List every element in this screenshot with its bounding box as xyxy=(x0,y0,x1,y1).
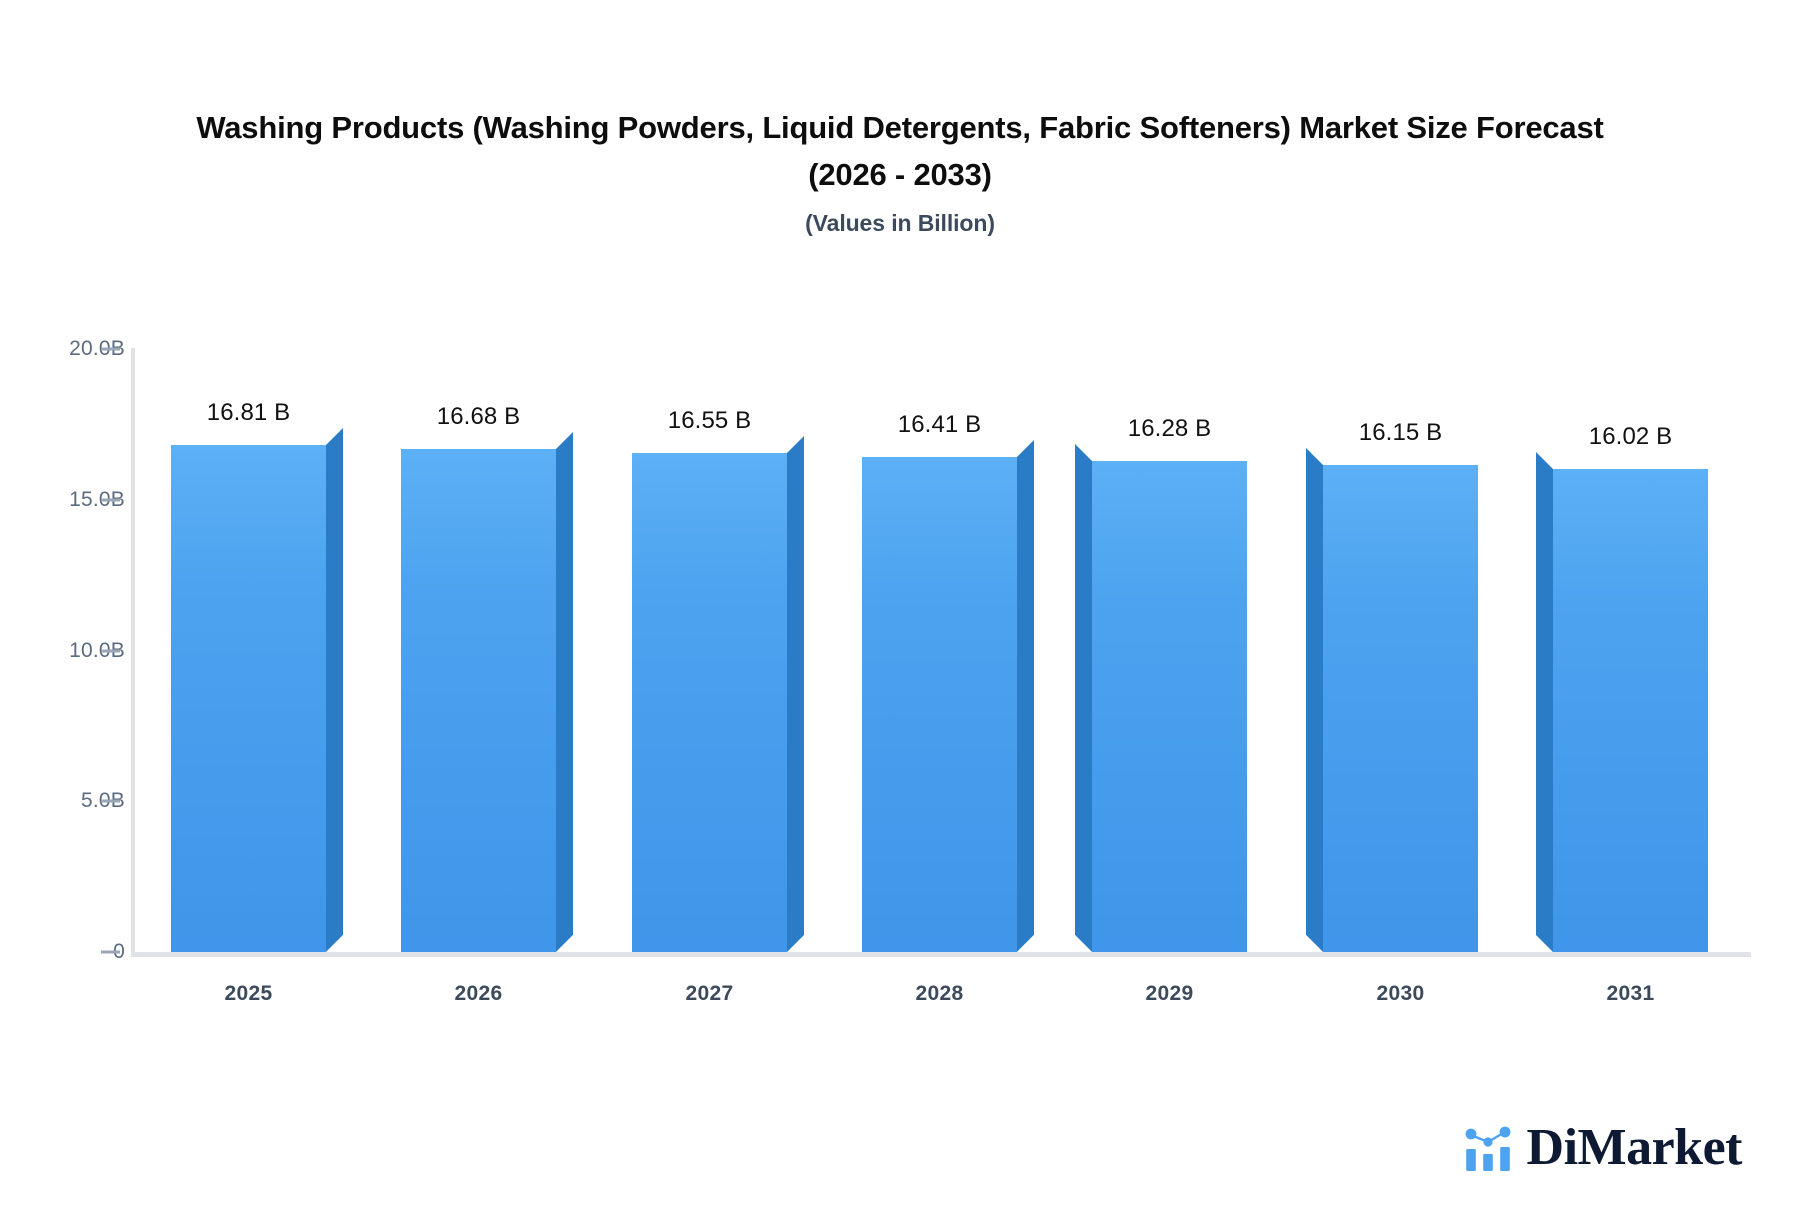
bar-2029[interactable] xyxy=(1075,444,1247,953)
x-axis-tick-label-2029: 2029 xyxy=(1145,982,1194,1005)
bar-front-face xyxy=(1323,465,1478,952)
bar-value-label: 16.15 B xyxy=(1358,419,1443,447)
y-axis-tick-mark xyxy=(101,799,120,803)
bar-2030[interactable] xyxy=(1306,448,1478,953)
bar-value-label: 16.68 B xyxy=(436,403,521,431)
bar-side-face xyxy=(1306,448,1323,953)
bar-chart-trend-icon xyxy=(1465,1126,1510,1171)
bar-side-face xyxy=(787,436,804,953)
bar-value-label: 16.02 B xyxy=(1588,422,1673,450)
x-axis-tick-label-2026: 2026 xyxy=(454,982,503,1005)
bar-front-face xyxy=(1553,469,1708,952)
bar-2031[interactable] xyxy=(1536,452,1708,953)
x-axis-line xyxy=(131,952,1751,957)
x-axis-tick-label-2028: 2028 xyxy=(915,982,964,1005)
bar-value-label: 16.81 B xyxy=(206,399,291,427)
bar-2027[interactable] xyxy=(632,436,804,953)
bar-front-face xyxy=(1092,461,1247,952)
y-axis-tick-label: 20.0B xyxy=(69,337,125,360)
y-axis-tick-mark xyxy=(101,649,120,652)
bar-2025[interactable] xyxy=(171,428,343,953)
bar-2026[interactable] xyxy=(401,432,573,953)
bar-front-face xyxy=(171,445,326,952)
bar-side-face xyxy=(1075,444,1092,953)
bar-side-face xyxy=(326,428,343,953)
x-axis-tick-label-2025: 2025 xyxy=(224,982,273,1005)
bar-front-face xyxy=(401,449,556,952)
y-axis-line xyxy=(131,348,135,955)
bar-2028[interactable] xyxy=(862,440,1034,953)
y-axis-tick-mark xyxy=(101,950,120,954)
bar-side-face xyxy=(1017,440,1034,953)
x-axis-tick-label-2030: 2030 xyxy=(1376,982,1425,1005)
x-axis-tick-label-2027: 2027 xyxy=(685,982,734,1005)
y-axis-tick-mark xyxy=(101,347,120,351)
bar-value-label: 16.28 B xyxy=(1127,415,1212,443)
bar-value-label: 16.41 B xyxy=(897,411,982,439)
chart-subtitle: (Values in Billion) xyxy=(805,210,995,237)
brand-logo: DiMarket xyxy=(1462,1119,1743,1176)
bar-side-face xyxy=(1536,452,1553,953)
bar-front-face xyxy=(862,457,1017,952)
y-axis-tick-mark xyxy=(101,498,120,502)
bar-side-face xyxy=(556,432,573,953)
x-axis-tick-label-2031: 2031 xyxy=(1606,982,1655,1005)
y-axis-tick-label: 10.0B xyxy=(69,638,125,662)
y-axis-tick-label: 15.0B xyxy=(69,487,125,511)
logo-wordmark: DiMarket xyxy=(1526,1119,1743,1176)
page-title: Washing Products (Washing Powders, Liqui… xyxy=(196,110,1604,193)
bar-front-face xyxy=(632,453,787,952)
bar-value-label: 16.55 B xyxy=(667,407,752,435)
title-block: Washing Products (Washing Powders, Liqui… xyxy=(0,104,1800,237)
